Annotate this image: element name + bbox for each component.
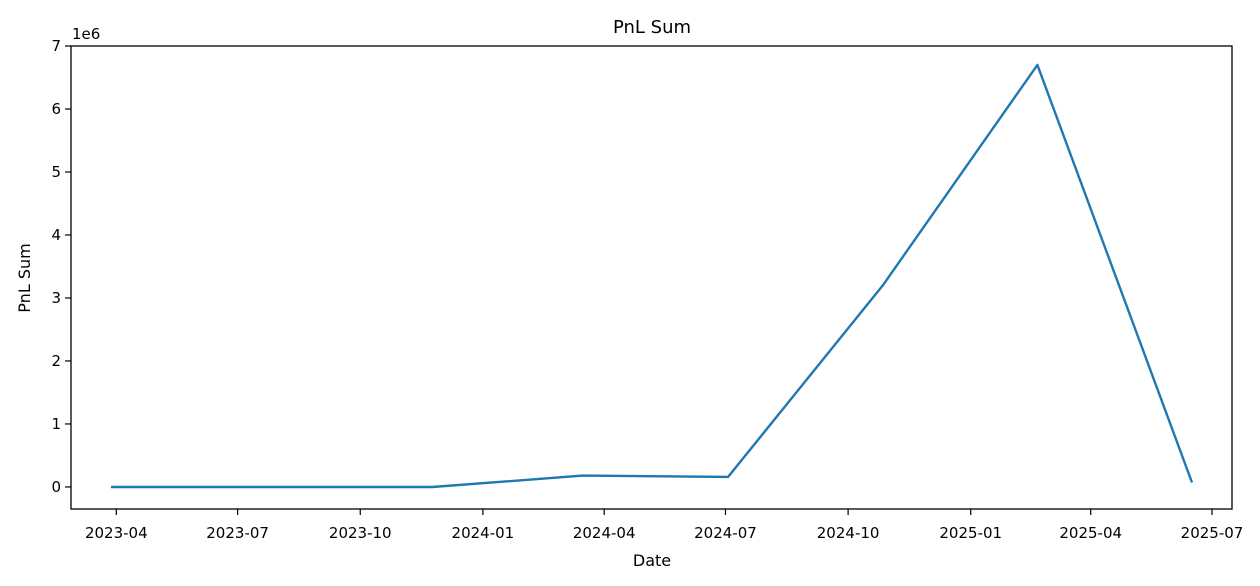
x-tick-label: 2024-04 — [573, 524, 636, 542]
x-tick-label: 2025-01 — [939, 524, 1002, 542]
y-tick-label: 4 — [51, 226, 61, 244]
x-axis-title: Date — [633, 551, 671, 570]
y-axis: 0 1 2 3 4 5 6 7 — [51, 37, 71, 496]
series-layer — [110, 63, 1194, 489]
y-axis-title: PnL Sum — [15, 243, 34, 312]
y-tick-label: 5 — [51, 163, 61, 181]
x-tick-label: 2025-07 — [1181, 524, 1244, 542]
plot-area — [71, 46, 1232, 509]
x-tick-label: 2025-04 — [1059, 524, 1122, 542]
x-tick-label: 2024-01 — [452, 524, 515, 542]
plot-frame — [70, 45, 1233, 510]
y-tick-label: 1 — [51, 415, 61, 433]
x-tick-label: 2024-07 — [694, 524, 757, 542]
y-tick-label: 7 — [51, 37, 61, 55]
chart-title: PnL Sum — [613, 17, 691, 38]
y-tick-label: 2 — [51, 352, 61, 370]
x-tick-label: 2023-04 — [85, 524, 148, 542]
y-offset-label: 1e6 — [72, 25, 100, 43]
x-tick-label: 2023-07 — [206, 524, 269, 542]
x-axis: 2023-04 2023-07 2023-10 2024-01 2024-04 2024-… — [85, 509, 1243, 542]
x-tick-label: 2023-10 — [329, 524, 392, 542]
x-tick-label: 2024-10 — [817, 524, 880, 542]
y-tick-label: 0 — [51, 478, 61, 496]
series-line — [111, 63, 1194, 489]
y-tick-label: 3 — [51, 289, 61, 307]
y-tick-label: 6 — [51, 100, 61, 118]
